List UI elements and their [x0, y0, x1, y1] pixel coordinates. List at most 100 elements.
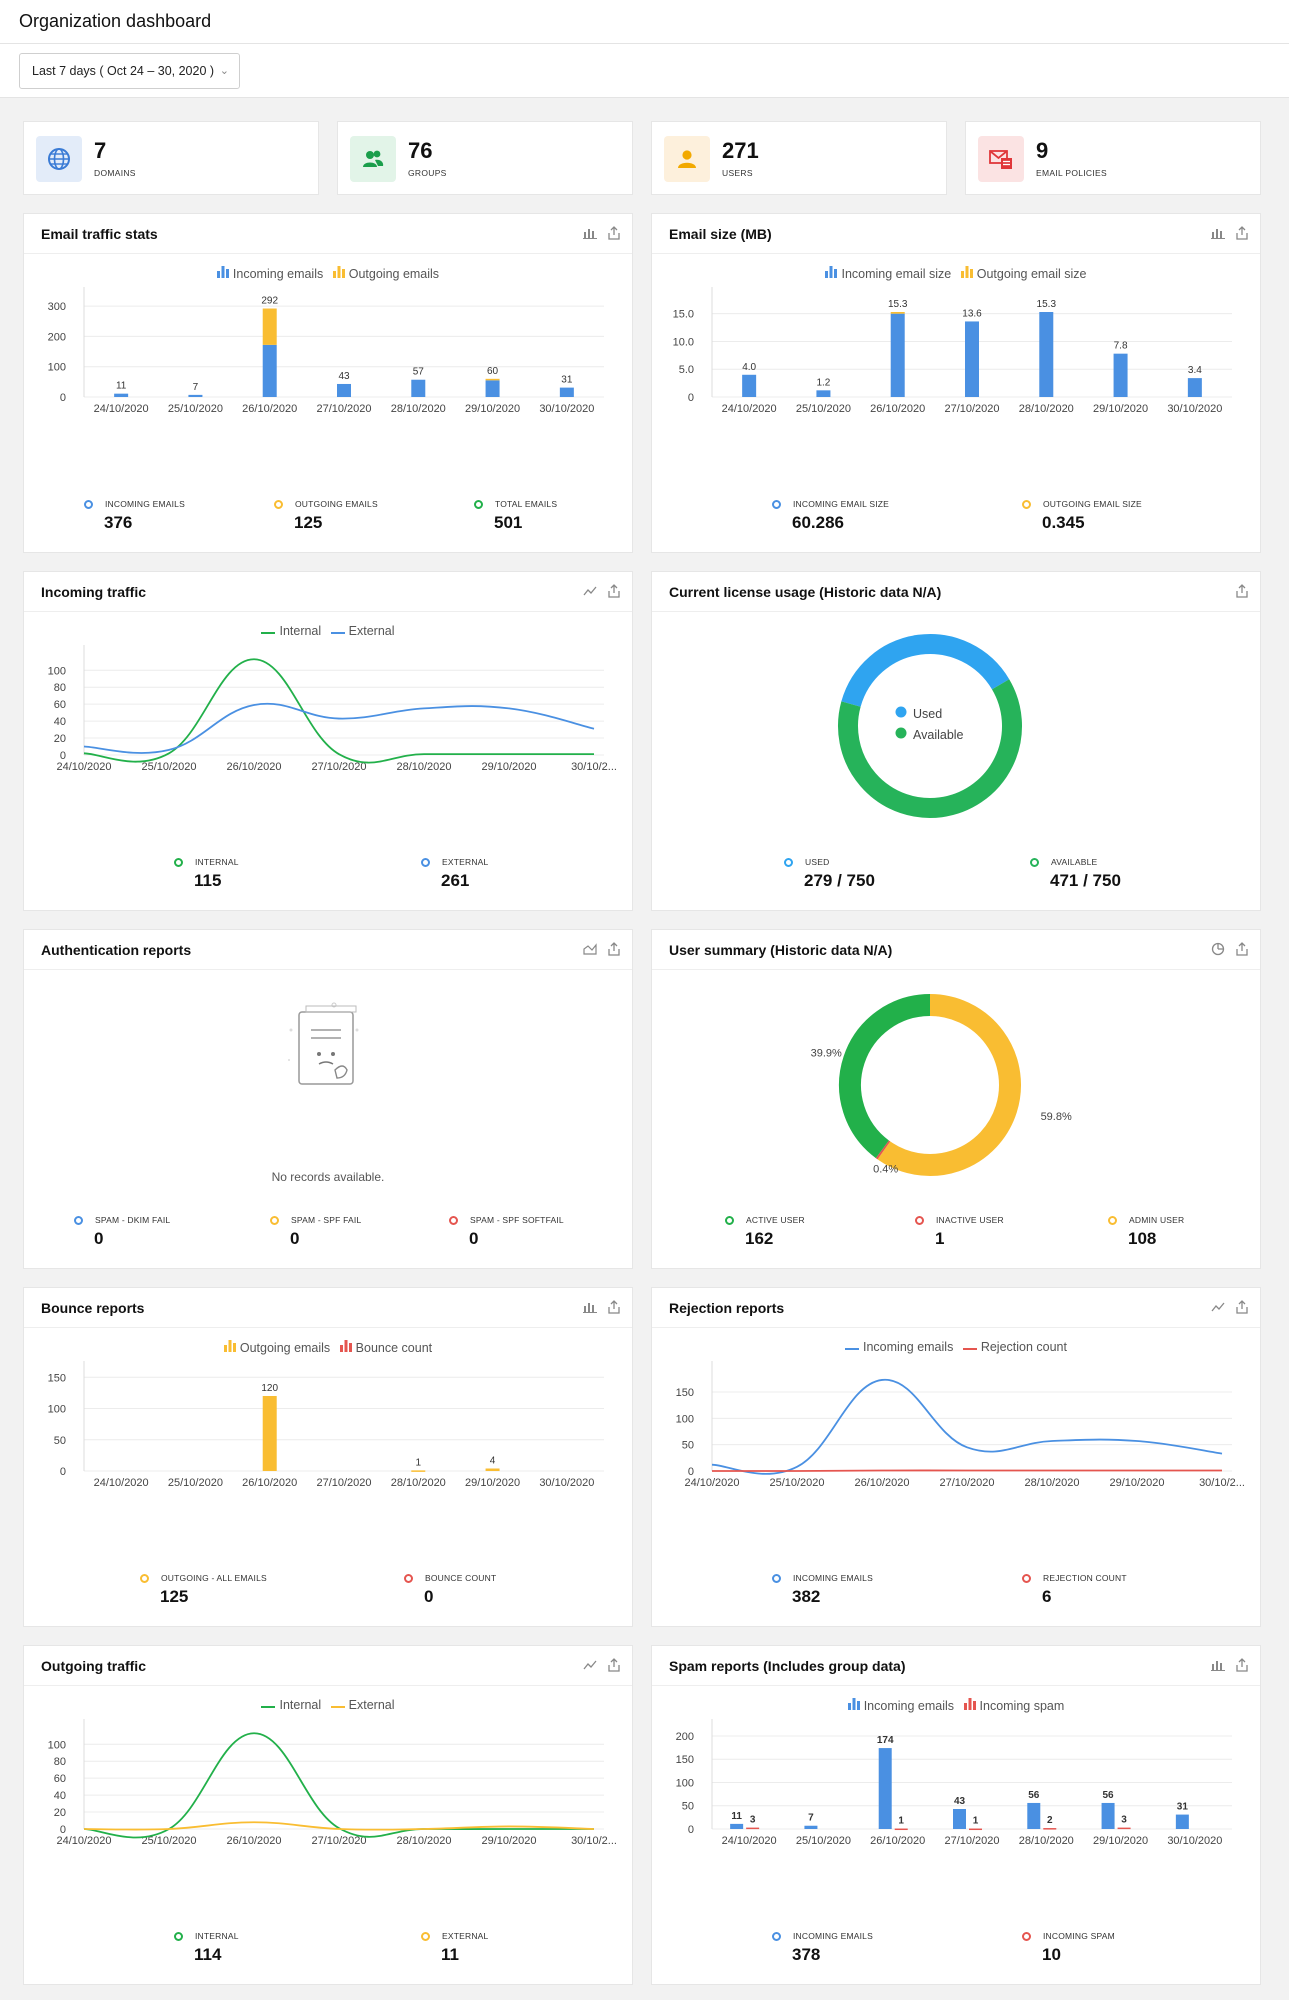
- y-tick-label: 300: [48, 301, 66, 313]
- legend-item[interactable]: Incoming email size: [825, 266, 951, 281]
- export-icon[interactable]: [1234, 941, 1250, 957]
- line-chart-toggle-icon[interactable]: [582, 1657, 598, 1673]
- legend-item[interactable]: Rejection count: [962, 1340, 1067, 1354]
- bar: [890, 312, 905, 314]
- incoming-traffic-chart: 0 20 40 60 80 100 24/10/2020 25/10/2020 26/10/20…: [48, 645, 617, 773]
- date-range-label: Last 7 days ( Oct 24 – 30, 2020 ): [32, 64, 215, 78]
- line-legend-icon: [330, 624, 345, 638]
- data-label: 15.3: [1037, 299, 1057, 310]
- export-icon[interactable]: [606, 1299, 622, 1315]
- legend-item[interactable]: Internal: [261, 1698, 321, 1712]
- legend-item[interactable]: Used: [895, 706, 964, 721]
- stat-label: GROUPS: [408, 168, 447, 178]
- line-legend-icon: [962, 1340, 977, 1354]
- legend-item[interactable]: Bounce count: [339, 1340, 432, 1355]
- legend-item[interactable]: External: [330, 1698, 395, 1712]
- bar-chart-toggle-icon[interactable]: [582, 1299, 598, 1315]
- bar: [262, 1396, 277, 1471]
- bar-chart-toggle-icon[interactable]: [582, 225, 598, 241]
- data-label: 56: [1103, 1790, 1115, 1801]
- legend-item[interactable]: External: [330, 624, 395, 638]
- legend-item[interactable]: Outgoing email size: [960, 266, 1087, 281]
- x-tick-label: 24/10/2020: [94, 1477, 149, 1489]
- legend-item[interactable]: Incoming emails: [847, 1698, 954, 1713]
- legend-label: Incoming emails: [863, 1340, 954, 1354]
- email-size-chart: 0 5.0 10.0 15.0 24/10/2020 4.0 25/10/2020 1.2 26…: [673, 287, 1232, 415]
- bar: [1113, 353, 1128, 397]
- card-title: User summary (Historic data N/A): [669, 942, 893, 958]
- slice-label: 39.9%: [811, 1048, 842, 1060]
- card-title: Spam reports (Includes group data): [669, 1658, 906, 1674]
- stat-users[interactable]: 271 USERS: [651, 121, 947, 195]
- legend-label: Rejection count: [980, 1340, 1067, 1354]
- y-tick-label: 10.0: [673, 336, 694, 348]
- legend-item[interactable]: Incoming emails: [216, 266, 323, 281]
- x-tick-label: 28/10/2020: [396, 761, 451, 773]
- stat-domains[interactable]: 7 DOMAINS: [23, 121, 319, 195]
- x-tick-label: 30/10/2...: [571, 1835, 617, 1847]
- summary-item: EXTERNAL 261: [421, 857, 488, 891]
- legend-label: Available: [913, 727, 964, 742]
- y-tick-label: 60: [54, 1773, 66, 1785]
- summary-item: BOUNCE COUNT 0: [404, 1573, 496, 1607]
- card-title: Email size (MB): [669, 226, 772, 242]
- x-tick-label: 25/10/2020: [141, 1835, 196, 1847]
- legend-item[interactable]: Outgoing emails: [223, 1340, 331, 1355]
- export-icon[interactable]: [606, 225, 622, 241]
- card-header: User summary (Historic data N/A): [652, 930, 1260, 970]
- x-tick-label: 25/10/2020: [141, 761, 196, 773]
- export-icon[interactable]: [1234, 1657, 1250, 1673]
- bar: [894, 1828, 908, 1831]
- x-tick-label: 24/10/2020: [722, 1835, 777, 1847]
- y-tick-label: 5.0: [679, 364, 694, 376]
- y-tick-label: 100: [48, 665, 66, 677]
- pie-chart-toggle-icon[interactable]: [1210, 941, 1226, 957]
- summary-item: SPAM - SPF SOFTFAIL 0: [449, 1215, 564, 1249]
- legend-item[interactable]: Internal: [261, 624, 321, 638]
- stat-groups[interactable]: 76 GROUPS: [337, 121, 633, 195]
- legend-label: External: [348, 1698, 395, 1712]
- x-tick-label: 24/10/2020: [722, 403, 777, 415]
- y-tick-label: 20: [54, 1807, 66, 1819]
- line-legend-icon: [261, 1698, 276, 1712]
- export-icon[interactable]: [1234, 1299, 1250, 1315]
- legend-item[interactable]: Available: [895, 727, 964, 742]
- y-tick-label: 40: [54, 1790, 66, 1802]
- bar-chart-toggle-icon[interactable]: [1210, 1657, 1226, 1673]
- area-chart-toggle-icon[interactable]: [582, 941, 598, 957]
- legend-item[interactable]: Incoming spam: [963, 1698, 1064, 1713]
- legend-label: Outgoing emails: [239, 1340, 331, 1355]
- export-icon[interactable]: [606, 583, 622, 599]
- line-chart-toggle-icon[interactable]: [1210, 1299, 1226, 1315]
- incoming-traffic-card: Incoming traffic Internal External 0 20 40…: [23, 571, 633, 911]
- pie-slice: [839, 994, 931, 1159]
- y-tick-label: 0: [60, 392, 66, 404]
- data-label: 3: [1121, 1815, 1127, 1826]
- data-label: 1: [973, 1816, 979, 1827]
- export-icon[interactable]: [606, 941, 622, 957]
- summary-item: INCOMING SPAM 10: [1022, 1931, 1115, 1965]
- top-bar: Organization dashboard: [0, 0, 1289, 44]
- outgoing-traffic-card: Outgoing traffic Internal External 0 20 40…: [23, 1645, 633, 1985]
- y-tick-label: 60: [54, 699, 66, 711]
- bar-legend-icon: [847, 1698, 860, 1713]
- card-header: Incoming traffic: [24, 572, 632, 612]
- legend-item[interactable]: Outgoing emails: [332, 266, 439, 281]
- bar: [1175, 1814, 1189, 1829]
- stat-email-policies[interactable]: 9 EMAIL POLICIES: [965, 121, 1261, 195]
- export-icon[interactable]: [1234, 583, 1250, 599]
- bar: [188, 394, 203, 397]
- x-tick-label: 27/10/2020: [316, 403, 371, 415]
- export-icon[interactable]: [1234, 225, 1250, 241]
- legend-label: Incoming email size: [841, 266, 952, 281]
- date-range-select[interactable]: Last 7 days ( Oct 24 – 30, 2020 ) ⌄: [19, 53, 240, 89]
- y-tick-label: 20: [54, 733, 66, 745]
- bar-legend-icon: [223, 1340, 236, 1355]
- line-chart-toggle-icon[interactable]: [582, 583, 598, 599]
- card-header: Email size (MB): [652, 214, 1260, 254]
- export-icon[interactable]: [606, 1657, 622, 1673]
- card-title: Email traffic stats: [41, 226, 158, 242]
- legend-item[interactable]: Incoming emails: [845, 1340, 953, 1354]
- bar-chart-toggle-icon[interactable]: [1210, 225, 1226, 241]
